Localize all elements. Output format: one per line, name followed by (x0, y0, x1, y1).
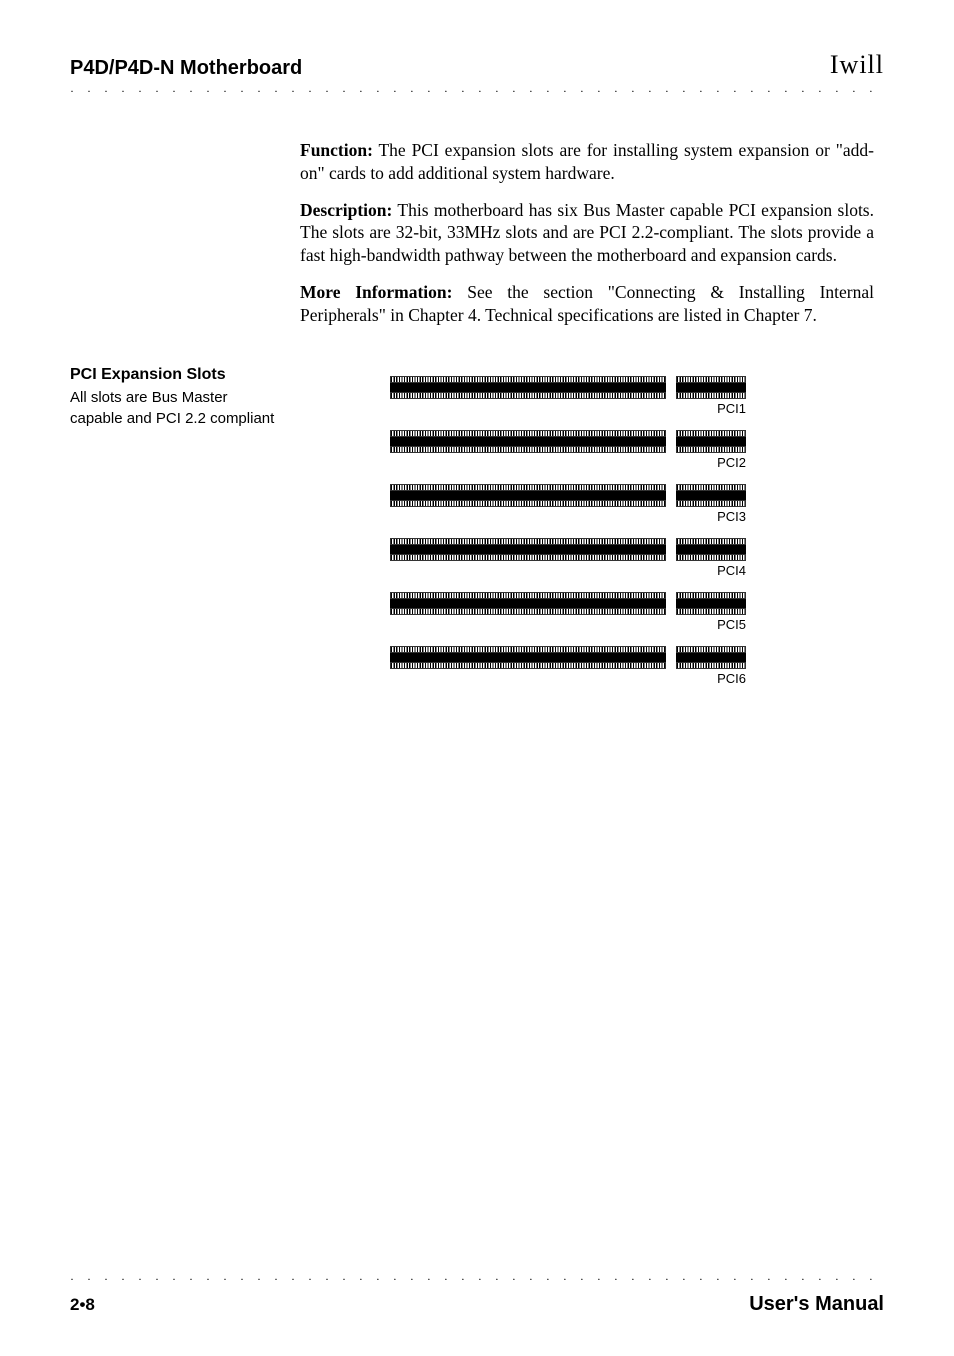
page-number: 2•8 (70, 1295, 95, 1315)
paragraph-function: Function: The PCI expansion slots are fo… (300, 139, 874, 185)
lower-section: PCI Expansion Slots All slots are Bus Ma… (70, 366, 884, 700)
pci-slot-6: PCI6 (390, 646, 746, 686)
lead-more-info: More Information: (300, 282, 452, 302)
body-text-block: Function: The PCI expansion slots are fo… (300, 139, 874, 326)
footer-label: User's Manual (749, 1293, 884, 1316)
pci-slot-2: PCI2 (390, 430, 746, 470)
header-dotted-rule: · · · · · · · · · · · · · · · · · · · · … (70, 84, 884, 99)
paragraph-more-info: More Information: See the section "Conne… (300, 281, 874, 327)
body-function: The PCI expansion slots are for installi… (300, 140, 874, 183)
pci-slot-5-label: PCI5 (390, 617, 746, 632)
pci-slot-4: PCI4 (390, 538, 746, 578)
pci-slot-1: PCI1 (390, 376, 746, 416)
pci-slot-3: PCI3 (390, 484, 746, 524)
lead-description: Description: (300, 200, 392, 220)
pci-slot-6-label: PCI6 (390, 671, 746, 686)
header-row: P4D/P4D-N Motherboard Iwill (70, 50, 884, 80)
brand-logo: Iwill (830, 50, 884, 80)
pci-slot-5: PCI5 (390, 592, 746, 632)
pci-slot-2-label: PCI2 (390, 455, 746, 470)
lead-function: Function: (300, 140, 373, 160)
page-header-title: P4D/P4D-N Motherboard (70, 57, 302, 80)
pci-slot-1-label: PCI1 (390, 401, 746, 416)
pci-slot-4-label: PCI4 (390, 563, 746, 578)
footer-dotted-rule: · · · · · · · · · · · · · · · · · · · · … (70, 1272, 884, 1287)
paragraph-description: Description: This motherboard has six Bu… (300, 199, 874, 267)
sidebar: PCI Expansion Slots All slots are Bus Ma… (70, 366, 300, 700)
pci-slots-diagram: PCI1 PCI2 PCI3 (390, 376, 746, 700)
footer: · · · · · · · · · · · · · · · · · · · · … (70, 1272, 884, 1316)
sidebar-text: All slots are Bus Master capable and PCI… (70, 388, 280, 429)
sidebar-title: PCI Expansion Slots (70, 366, 280, 384)
page: P4D/P4D-N Motherboard Iwill · · · · · · … (0, 0, 954, 1356)
pci-slot-3-label: PCI3 (390, 509, 746, 524)
